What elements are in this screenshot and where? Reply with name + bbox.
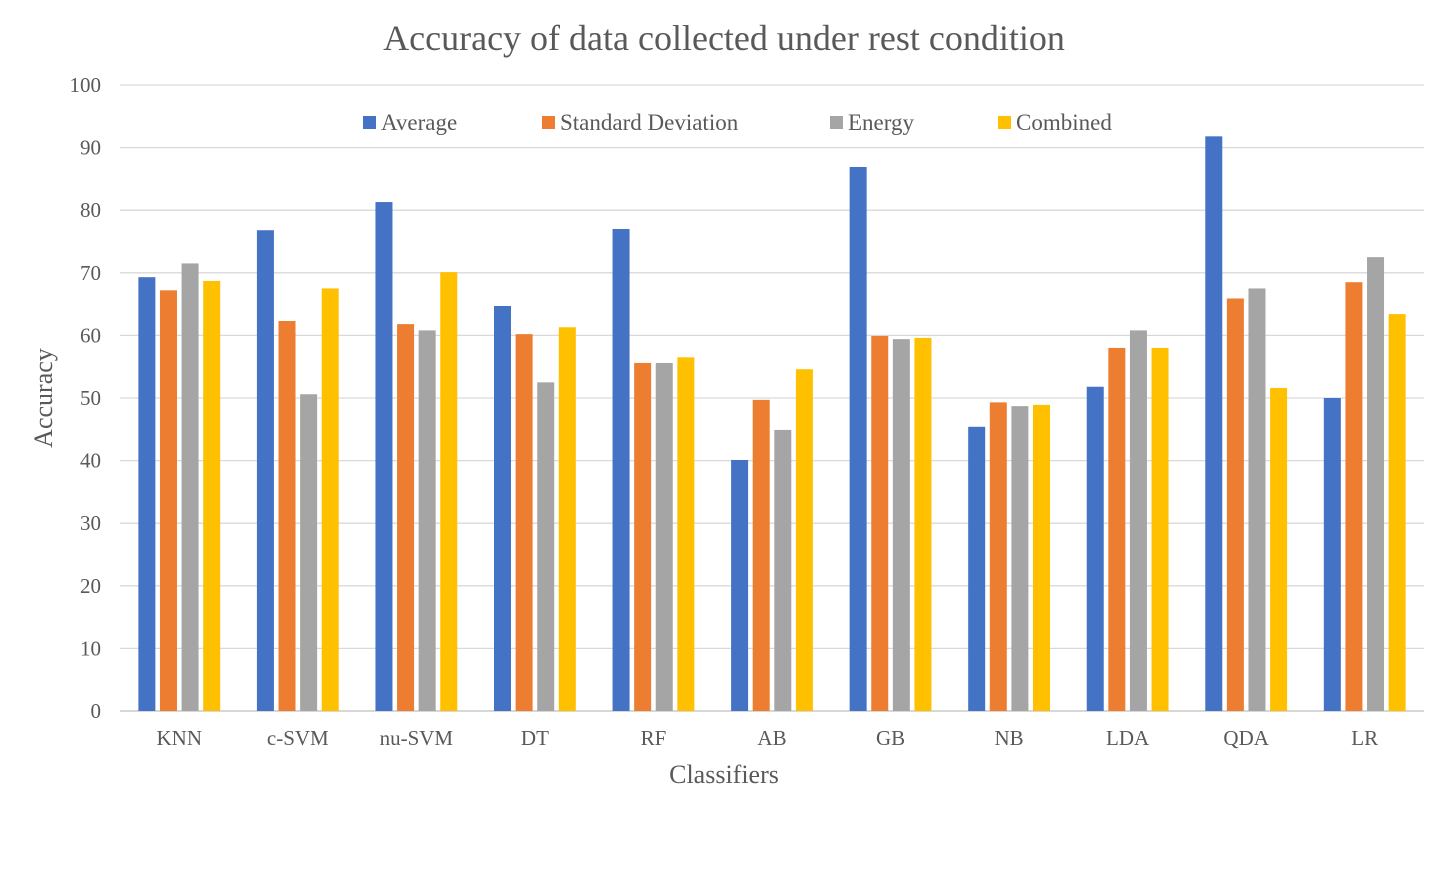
bar-LDA-standard-deviation	[1108, 347, 1126, 711]
bar-RF-energy	[655, 362, 673, 711]
bar-AB-average	[731, 459, 749, 711]
bar-NB-energy	[1011, 406, 1029, 711]
legend-swatch	[542, 116, 555, 129]
x-tick-label: c-SVM	[267, 726, 329, 750]
bar-AB-energy	[774, 429, 792, 711]
bar-GB-energy	[892, 339, 910, 711]
bar-nu-SVM-standard-deviation	[397, 324, 415, 711]
y-tick-label: 10	[80, 636, 101, 660]
bar-c-SVM-average	[256, 230, 274, 711]
y-tick-label: 30	[80, 511, 101, 535]
x-tick-label: LR	[1351, 726, 1378, 750]
x-axis-title: Classifiers	[669, 760, 779, 789]
y-tick-labels: 0 10 20 30 40 50 60 70 80 90 100	[70, 73, 102, 723]
bar-c-SVM-energy	[300, 394, 318, 711]
bar-LR-average	[1323, 398, 1341, 711]
bar-RF-average	[612, 228, 630, 712]
bar-NB-average	[968, 426, 986, 711]
y-tick-label: 40	[80, 449, 101, 473]
bars	[138, 136, 1406, 712]
y-tick-label: 70	[80, 261, 101, 285]
y-axis-title: Accuracy	[29, 348, 58, 448]
bar-QDA-standard-deviation	[1226, 298, 1244, 711]
bar-nu-SVM-average	[375, 202, 393, 711]
x-tick-label: AB	[757, 726, 786, 750]
chart-title: Accuracy of data collected under rest co…	[383, 18, 1065, 58]
bar-GB-average	[849, 167, 867, 712]
bar-nu-SVM-combined	[440, 272, 458, 711]
bar-KNN-combined	[203, 280, 221, 711]
x-tick-label: NB	[994, 726, 1023, 750]
bar-LR-energy	[1367, 257, 1385, 711]
x-tick-label: QDA	[1223, 726, 1269, 750]
x-tick-label: KNN	[157, 726, 203, 750]
bar-KNN-energy	[181, 263, 199, 711]
y-tick-label: 60	[80, 323, 101, 347]
bar-QDA-average	[1205, 136, 1223, 711]
legend-swatch	[363, 116, 376, 129]
bar-GB-combined	[914, 337, 932, 711]
bar-LR-combined	[1388, 314, 1406, 711]
bar-AB-standard-deviation	[752, 399, 770, 711]
bar-NB-combined	[1032, 404, 1050, 711]
y-tick-label: 50	[80, 386, 101, 410]
bar-DT-standard-deviation	[515, 334, 533, 711]
y-tick-label: 80	[80, 198, 101, 222]
bar-RF-combined	[677, 357, 695, 711]
legend-label: Average	[381, 110, 457, 135]
bar-LDA-energy	[1129, 330, 1147, 711]
bar-NB-standard-deviation	[989, 402, 1007, 711]
bar-RF-standard-deviation	[634, 362, 652, 711]
bar-LDA-average	[1086, 386, 1104, 711]
bar-c-SVM-standard-deviation	[278, 321, 296, 711]
bar-QDA-energy	[1248, 288, 1266, 711]
x-tick-label: RF	[641, 726, 667, 750]
x-tick-label: nu-SVM	[380, 726, 454, 750]
bar-KNN-average	[138, 277, 156, 711]
bar-nu-SVM-energy	[418, 330, 436, 711]
bar-DT-average	[494, 305, 512, 711]
legend-label: Standard Deviation	[560, 110, 739, 135]
bar-LR-standard-deviation	[1345, 282, 1363, 711]
bar-LDA-combined	[1151, 347, 1169, 711]
legend: Average Standard Deviation Energy Combined	[363, 110, 1112, 135]
y-tick-label: 90	[80, 136, 101, 160]
bar-QDA-combined	[1270, 387, 1288, 711]
bar-GB-standard-deviation	[871, 336, 889, 711]
legend-swatch	[830, 116, 843, 129]
bar-DT-combined	[558, 327, 576, 711]
legend-label: Energy	[848, 110, 915, 135]
y-tick-label: 0	[91, 699, 102, 723]
x-tick-label: LDA	[1106, 726, 1150, 750]
y-tick-label: 100	[70, 73, 102, 97]
x-tick-label: GB	[876, 726, 905, 750]
x-tick-labels: KNN c-SVM nu-SVM DT RF AB GB NB LDA QDA LR	[157, 726, 1379, 750]
x-tick-label: DT	[521, 726, 549, 750]
bar-c-SVM-combined	[321, 288, 339, 711]
legend-swatch	[998, 116, 1011, 129]
bar-AB-combined	[795, 369, 813, 711]
y-tick-label: 20	[80, 574, 101, 598]
bar-DT-energy	[537, 382, 555, 711]
bar-KNN-standard-deviation	[159, 290, 177, 711]
legend-label: Combined	[1016, 110, 1112, 135]
